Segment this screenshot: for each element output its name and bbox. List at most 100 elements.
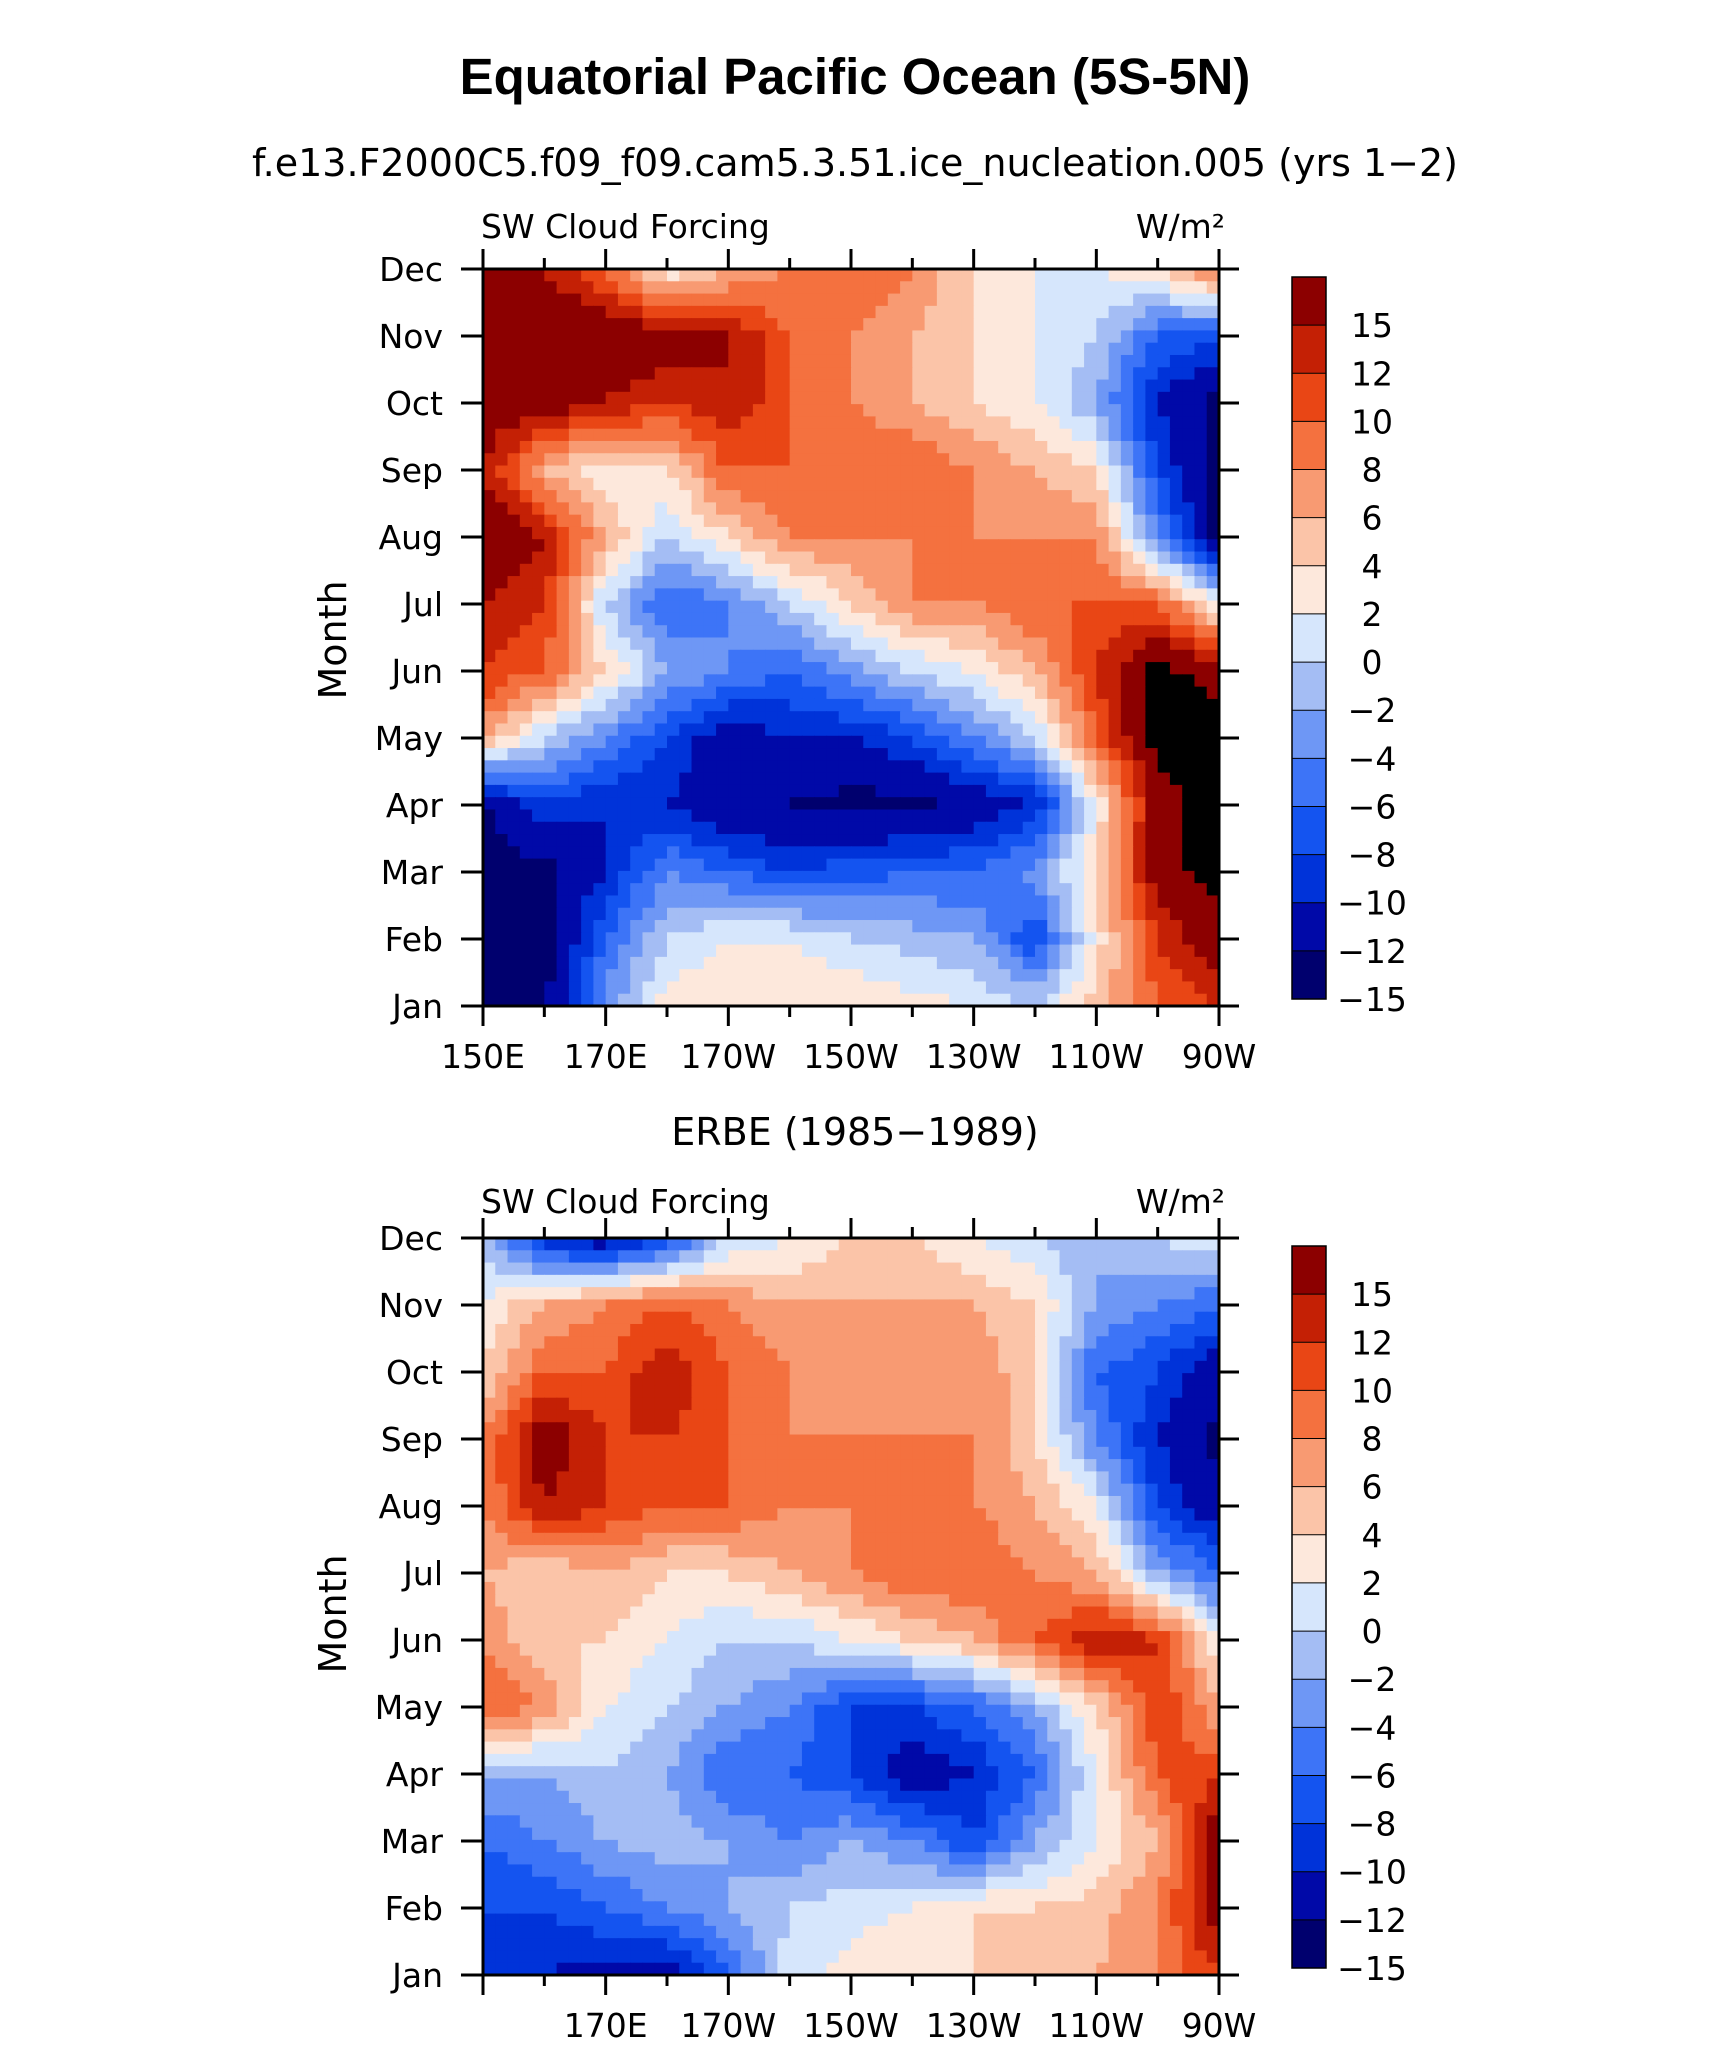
heatmap-cell — [679, 1348, 693, 1362]
heatmap-cell — [789, 391, 803, 405]
heatmap-cell — [949, 391, 962, 405]
heatmap-cell — [851, 1262, 864, 1276]
heatmap-cell — [703, 723, 717, 737]
heatmap-cell — [875, 354, 889, 368]
heatmap-cell — [703, 588, 717, 602]
heatmap-cell — [936, 1459, 950, 1472]
heatmap-cell — [1145, 539, 1159, 553]
heatmap-cell — [765, 846, 778, 860]
heatmap-cell — [483, 465, 496, 479]
heatmap-cell — [1022, 846, 1036, 860]
heatmap-cell — [1071, 318, 1085, 332]
heatmap-cell — [1145, 686, 1159, 700]
heatmap-cell — [789, 944, 803, 958]
heatmap-cell — [568, 342, 582, 356]
heatmap-cell — [777, 477, 791, 491]
heatmap-cell — [998, 1299, 1012, 1313]
heatmap-cell — [703, 686, 717, 700]
heatmap-cell — [765, 723, 778, 737]
heatmap-cell — [789, 846, 803, 860]
heatmap-cell — [593, 993, 607, 1007]
heatmap-cell — [703, 1238, 717, 1251]
heatmap-cell — [814, 305, 828, 319]
heatmap-cell — [1169, 379, 1183, 393]
heatmap-cell — [1047, 772, 1061, 786]
heatmap-cell — [495, 1483, 509, 1497]
heatmap-cell — [617, 784, 631, 798]
heatmap-cell — [838, 1483, 852, 1497]
heatmap-cell — [1157, 576, 1171, 589]
heatmap-cell — [495, 723, 509, 737]
heatmap-cell — [1059, 625, 1073, 639]
heatmap-cell — [532, 330, 545, 344]
heatmap-cell — [483, 367, 496, 381]
heatmap-cell — [556, 637, 570, 651]
heatmap-cell — [556, 944, 570, 958]
heatmap-cell — [1010, 269, 1024, 282]
heatmap-cell — [679, 354, 693, 368]
heatmap-cell — [936, 907, 950, 921]
heatmap-cell — [961, 1336, 975, 1350]
heatmap-cell — [495, 318, 509, 332]
heatmap-cell — [900, 723, 913, 737]
heatmap-cell — [568, 760, 582, 774]
heatmap-cell — [851, 748, 864, 761]
heatmap-cell — [1194, 723, 1208, 737]
heatmap-cell — [1169, 318, 1183, 332]
heatmap-cell — [949, 453, 962, 467]
heatmap-cell — [1120, 269, 1134, 282]
heatmap-cell — [1108, 502, 1122, 516]
heatmap-cell — [900, 269, 913, 282]
heatmap-cell — [777, 956, 791, 970]
heatmap-cell — [1133, 1434, 1146, 1448]
heatmap-cell — [654, 391, 668, 405]
heatmap-cell — [838, 1360, 852, 1374]
heatmap-cell — [1182, 674, 1196, 688]
heatmap-cell — [728, 920, 742, 933]
heatmap-cell — [752, 883, 766, 897]
heatmap-cell — [875, 797, 889, 811]
heatmap-cell — [900, 748, 913, 761]
heatmap-cell — [642, 1250, 656, 1264]
heatmap-cell — [483, 490, 496, 503]
heatmap-cell — [691, 760, 705, 774]
heatmap-cell — [851, 649, 864, 663]
heatmap-cell — [789, 1299, 803, 1313]
heatmap-cell — [1035, 723, 1048, 737]
heatmap-cell — [887, 637, 901, 651]
heatmap-cell — [1157, 440, 1171, 454]
heatmap-cell — [1206, 379, 1220, 393]
heatmap-cell — [973, 379, 987, 393]
heatmap-cell — [630, 281, 644, 295]
heatmap-cell — [936, 453, 950, 467]
heatmap-cell — [973, 576, 987, 589]
heatmap-cell — [544, 920, 558, 933]
heatmap-cell — [985, 809, 999, 823]
heatmap-cell — [532, 649, 545, 663]
heatmap-cell — [1035, 1348, 1048, 1362]
heatmap-cell — [826, 748, 840, 761]
heatmap-cell — [642, 735, 656, 749]
heatmap-cell — [801, 625, 815, 639]
heatmap-cell — [1157, 698, 1171, 712]
heatmap-cell — [1133, 342, 1146, 356]
heatmap-cell — [581, 1471, 594, 1485]
heatmap-cell — [568, 1434, 582, 1448]
heatmap-cell — [1035, 1373, 1048, 1386]
heatmap-cell — [642, 907, 656, 921]
heatmap-cell — [1120, 1336, 1134, 1350]
heatmap-cell — [1169, 797, 1183, 811]
heatmap-cell — [1096, 453, 1110, 467]
heatmap-cell — [961, 1348, 975, 1362]
heatmap-cell — [703, 674, 717, 688]
heatmap-cell — [593, 1336, 607, 1350]
heatmap-cell — [789, 809, 803, 823]
heatmap-cell — [875, 379, 889, 393]
heatmap-cell — [1120, 956, 1134, 970]
heatmap-cell — [863, 821, 877, 835]
heatmap-cell — [605, 1434, 619, 1448]
heatmap-cell — [703, 883, 717, 897]
heatmap-cell — [1169, 551, 1183, 565]
heatmap-cell — [887, 293, 901, 307]
heatmap-cell — [654, 1360, 668, 1374]
